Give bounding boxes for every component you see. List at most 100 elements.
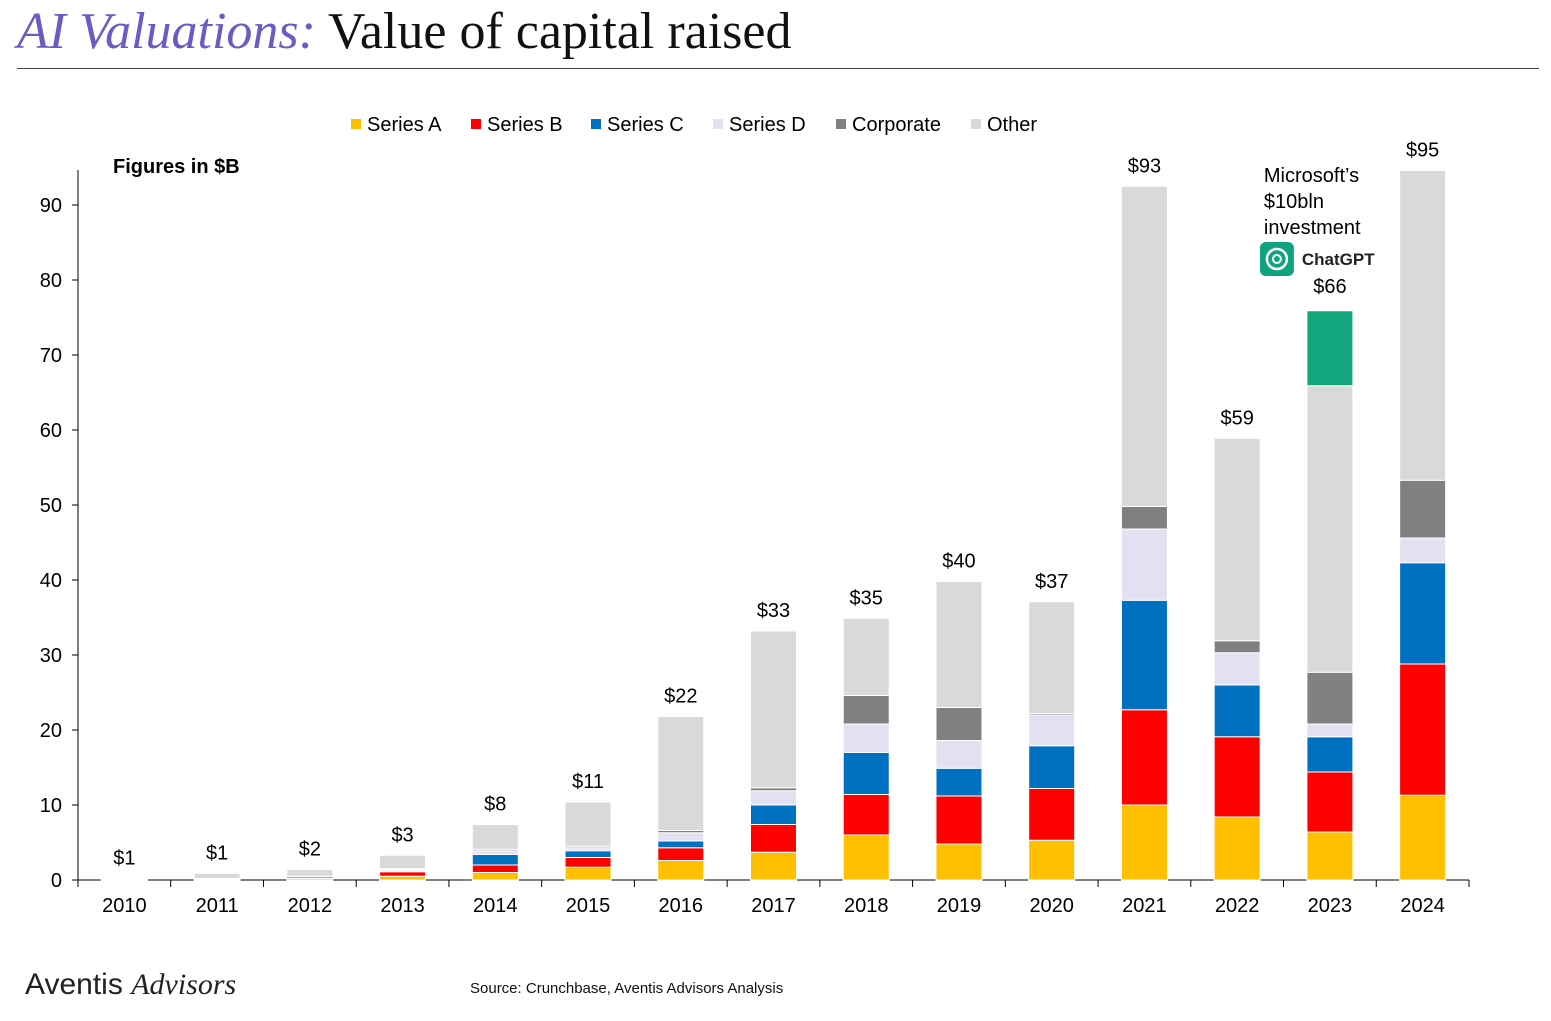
legend-label: Corporate — [852, 114, 941, 136]
x-tick-label: 2019 — [937, 895, 982, 917]
x-tick-label: 2016 — [659, 895, 704, 917]
bar-segment-series-a — [471, 872, 519, 881]
brand-part2: Advisors — [131, 968, 237, 1001]
y-tick-label: 20 — [40, 720, 62, 742]
source-note: Source: Crunchbase, Aventis Advisors Ana… — [470, 980, 784, 997]
bar-segment-series-c — [750, 804, 797, 825]
legend-label: Series A — [367, 114, 442, 136]
bar-segment-series-c — [842, 752, 890, 795]
bar-segment-series-b — [1399, 663, 1447, 796]
bar-total-label: $2 — [299, 839, 321, 861]
chatgpt-logo-core — [1271, 254, 1282, 264]
bar-total-label: $33 — [757, 600, 790, 622]
bar-segment-other — [564, 801, 612, 847]
x-tick-label: 2013 — [380, 895, 425, 917]
bar-segment-series-c — [1399, 562, 1447, 665]
bar-segment-corporate — [1120, 506, 1168, 530]
bar-total-label: $22 — [664, 686, 697, 708]
bar-segment-series-a — [1213, 816, 1261, 881]
bar-segment-series-b — [935, 795, 983, 845]
annotation-line: Microsoft’s — [1264, 165, 1359, 187]
bar-total-label: $59 — [1220, 407, 1253, 429]
bar-segment-series-d — [471, 850, 519, 855]
bar-segment-other — [935, 581, 983, 708]
bar-segment-series-d — [1306, 723, 1354, 738]
bar-segment-series-c — [1120, 599, 1168, 711]
bar-segment-series-c — [1306, 736, 1354, 773]
bar-segment-other — [750, 630, 797, 789]
bar-segment-series-a — [379, 875, 427, 881]
bar-segment-series-d — [750, 790, 797, 806]
bar-segment-other — [471, 824, 519, 850]
legend-swatch — [971, 119, 981, 129]
chatgpt-logo-text: ChatGPT — [1302, 250, 1375, 269]
bar-segment-other — [1120, 185, 1168, 507]
legend-swatch — [836, 119, 846, 129]
bar-segment-series-a — [1306, 831, 1354, 881]
bar-segment-other — [100, 878, 148, 880]
bar-segment-other — [657, 716, 705, 831]
legend-swatch — [471, 119, 481, 129]
bar-segment-series-a — [842, 834, 890, 881]
title-divider — [17, 68, 1539, 69]
bar-segment-series-b — [1028, 788, 1076, 841]
brand-logo: Aventis Advisors — [25, 968, 236, 1002]
page-title: AI Valuations: Value of capital raised — [17, 2, 792, 62]
bar-segment-series-a — [935, 843, 983, 881]
bar-segment-other — [379, 854, 427, 870]
bar-segment-series-c — [471, 854, 519, 866]
x-tick-label: 2022 — [1215, 895, 1260, 917]
x-tick-label: 2012 — [288, 895, 333, 917]
annotation-line: $10bln — [1264, 191, 1324, 213]
bar-segment-series-b — [379, 871, 427, 877]
legend-label: Series D — [729, 114, 806, 136]
x-tick-label: 2023 — [1308, 895, 1353, 917]
bar-segment-series-a — [1120, 804, 1168, 881]
bar-total-label: $1 — [206, 842, 228, 864]
title-main: Value of capital raised — [328, 3, 792, 60]
annotation-line: investment — [1264, 217, 1361, 239]
bar-total-label: $37 — [1035, 571, 1068, 593]
bar-segment-corporate — [1399, 479, 1447, 539]
bar-segment-series-d — [842, 723, 890, 753]
bar-total-label: $40 — [942, 551, 975, 573]
bar-total-label: $66 — [1313, 276, 1346, 298]
y-tick-label: 10 — [40, 795, 62, 817]
bar-segment-series-a — [1399, 794, 1447, 881]
bar-segment-series-d — [1213, 652, 1261, 686]
bar-segment-series-b — [1213, 736, 1261, 818]
bar-segment-series-d — [935, 740, 983, 769]
x-tick-label: 2014 — [473, 895, 518, 917]
legend-swatch — [713, 119, 723, 129]
bar-segment-series-b — [657, 847, 705, 861]
y-tick-label: 40 — [40, 570, 62, 592]
bar-segment-other — [1306, 385, 1354, 673]
bar-total-label: $93 — [1128, 155, 1161, 177]
bar-segment-series-d — [657, 832, 705, 842]
x-tick-label: 2021 — [1122, 895, 1167, 917]
bar-segment-series-b — [1120, 709, 1168, 806]
chatgpt-logo-swirl — [1265, 247, 1289, 271]
bar-segment-series-a — [1028, 839, 1076, 881]
bar-segment-microsoft — [1306, 310, 1354, 387]
bar-total-label: $35 — [850, 587, 883, 609]
bar-total-label: $11 — [572, 771, 604, 793]
bar-segment-series-b — [564, 857, 612, 868]
y-tick-label: 50 — [40, 495, 62, 517]
legend-label: Series B — [487, 114, 563, 136]
x-tick-label: 2017 — [751, 895, 796, 917]
bar-segment-series-b — [750, 824, 797, 853]
title-italic: AI Valuations: — [17, 3, 316, 60]
chatgpt-logo-icon — [1259, 242, 1294, 276]
y-tick-label: 30 — [40, 645, 62, 667]
legend-swatch — [351, 119, 361, 129]
bar-segment-series-b — [471, 864, 519, 873]
bar-segment-other — [193, 872, 241, 879]
bar-segment-other — [1213, 437, 1261, 642]
bar-segment-corporate — [1306, 671, 1354, 725]
bar-segment-corporate — [842, 695, 890, 725]
bar-segment-corporate — [935, 707, 983, 741]
bar-total-label: $95 — [1406, 140, 1439, 162]
bar-segment-other — [1399, 170, 1447, 481]
y-tick-label: 70 — [40, 345, 62, 367]
